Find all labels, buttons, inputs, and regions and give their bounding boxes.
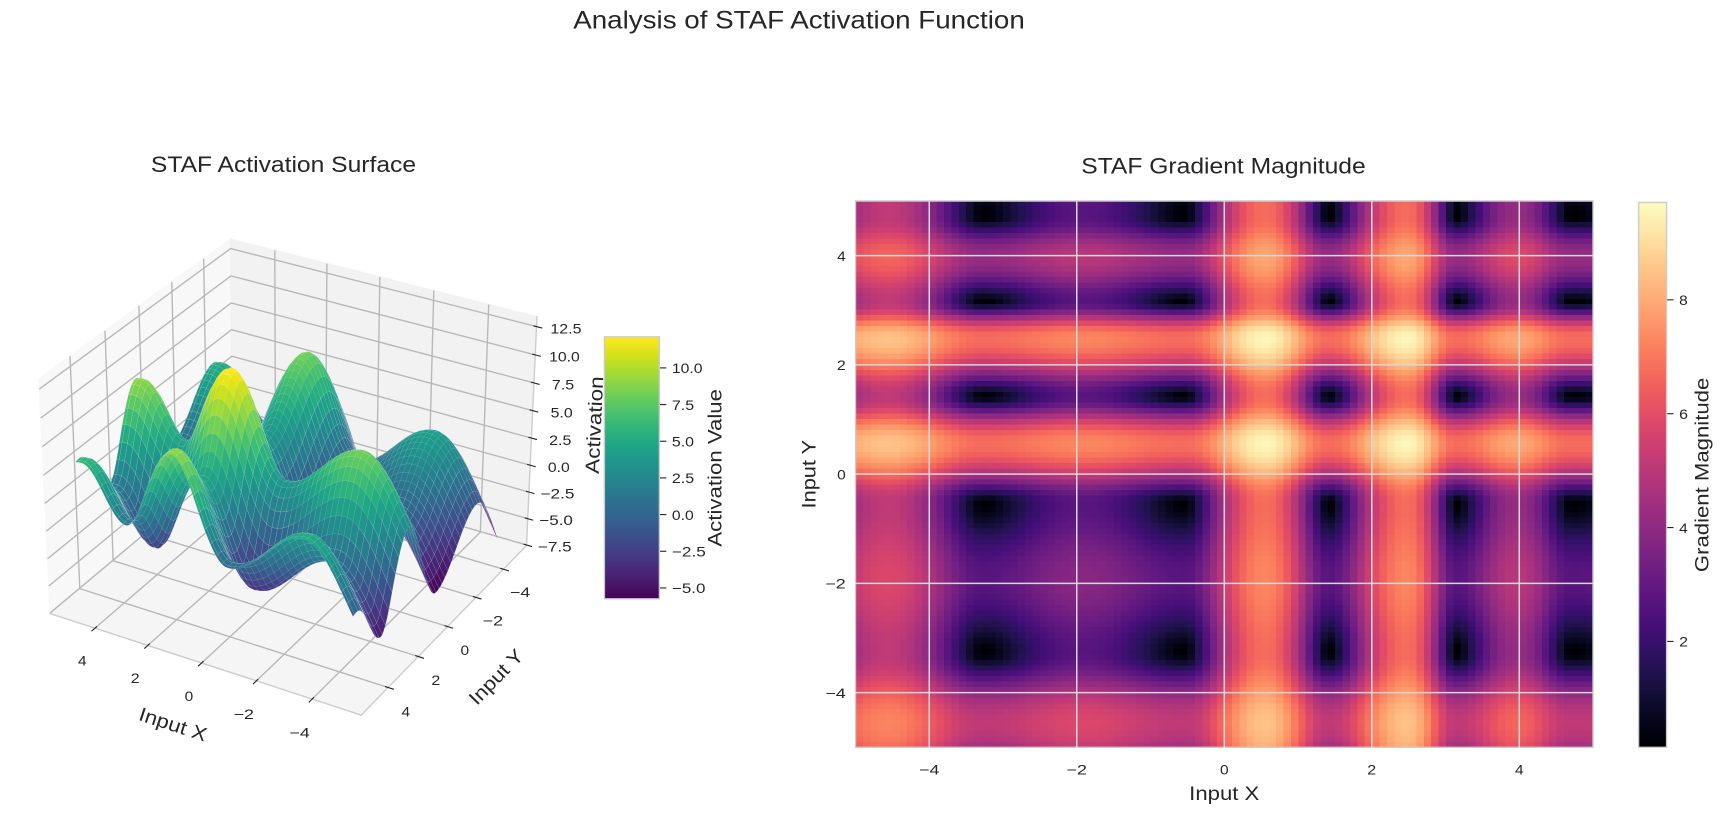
svg-text:−5.0: −5.0 bbox=[672, 580, 706, 596]
svg-text:7.5: 7.5 bbox=[552, 377, 575, 393]
svg-text:−4: −4 bbox=[919, 762, 940, 778]
svg-text:10.0: 10.0 bbox=[549, 349, 580, 365]
svg-text:−5.0: −5.0 bbox=[539, 512, 573, 528]
svg-text:−2.5: −2.5 bbox=[672, 544, 706, 560]
svg-text:−4: −4 bbox=[826, 685, 847, 701]
svg-text:5.0: 5.0 bbox=[551, 404, 573, 420]
svg-text:2.5: 2.5 bbox=[549, 432, 572, 448]
svg-text:−2: −2 bbox=[234, 706, 255, 722]
svg-text:STAF Gradient Magnitude: STAF Gradient Magnitude bbox=[1081, 154, 1365, 179]
svg-text:10.0: 10.0 bbox=[672, 360, 703, 376]
svg-text:Input X: Input X bbox=[1189, 783, 1259, 805]
svg-text:2: 2 bbox=[837, 357, 846, 373]
svg-text:STAF Activation Surface: STAF Activation Surface bbox=[151, 152, 416, 177]
svg-text:7.5: 7.5 bbox=[672, 397, 695, 413]
svg-text:2: 2 bbox=[1679, 634, 1688, 650]
svg-text:Activation Value: Activation Value bbox=[705, 389, 727, 547]
svg-text:2: 2 bbox=[1367, 762, 1376, 778]
svg-text:0.0: 0.0 bbox=[548, 459, 570, 475]
svg-text:2: 2 bbox=[431, 672, 440, 688]
svg-text:4: 4 bbox=[1679, 520, 1688, 536]
svg-text:12.5: 12.5 bbox=[550, 320, 581, 336]
svg-text:4: 4 bbox=[837, 248, 846, 264]
svg-text:−2: −2 bbox=[825, 576, 846, 592]
svg-text:0: 0 bbox=[837, 466, 846, 482]
svg-text:−7.5: −7.5 bbox=[538, 538, 572, 554]
svg-text:0: 0 bbox=[1220, 762, 1229, 778]
svg-text:0: 0 bbox=[185, 688, 194, 704]
svg-text:0: 0 bbox=[460, 642, 469, 658]
svg-text:−2: −2 bbox=[1067, 762, 1088, 778]
svg-text:4: 4 bbox=[78, 652, 87, 668]
svg-text:−2.5: −2.5 bbox=[541, 486, 575, 502]
svg-text:5.0: 5.0 bbox=[672, 434, 694, 450]
svg-text:Analysis of STAF Activation Fu: Analysis of STAF Activation Function bbox=[573, 6, 1025, 34]
svg-text:−4: −4 bbox=[290, 725, 311, 741]
svg-text:8: 8 bbox=[1679, 292, 1688, 308]
svg-text:0.0: 0.0 bbox=[672, 507, 694, 523]
svg-text:2: 2 bbox=[131, 670, 140, 686]
svg-text:−4: −4 bbox=[510, 584, 531, 600]
svg-text:Gradient Magnitude: Gradient Magnitude bbox=[1691, 378, 1713, 572]
svg-text:4: 4 bbox=[402, 704, 411, 720]
svg-text:−2: −2 bbox=[483, 613, 504, 629]
svg-text:6: 6 bbox=[1679, 406, 1688, 422]
svg-text:2.5: 2.5 bbox=[672, 470, 695, 486]
svg-text:4: 4 bbox=[1515, 762, 1524, 778]
svg-text:Input Y: Input Y bbox=[799, 440, 821, 509]
